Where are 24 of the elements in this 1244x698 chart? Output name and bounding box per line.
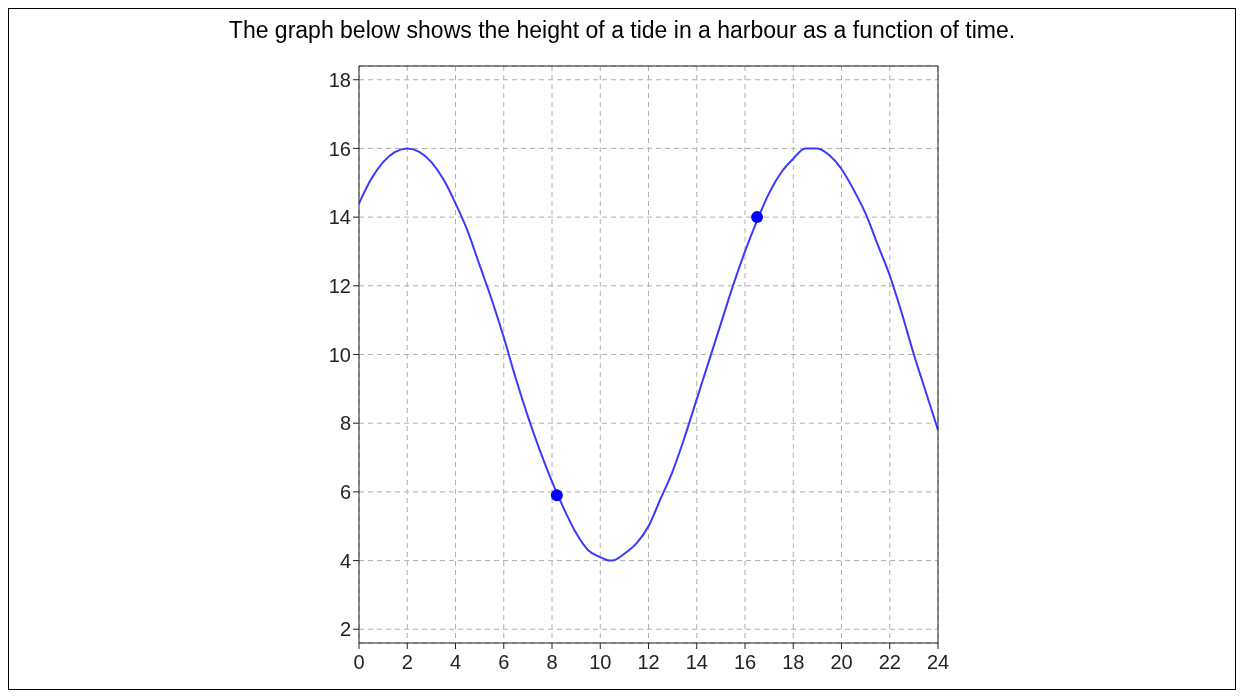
x-tick-label: 0 [353,651,365,674]
x-tick-label: 2 [401,651,413,674]
line-series [359,147,938,562]
y-tick-label: 10 [328,343,351,366]
x-tick-label: 4 [449,651,462,674]
x-tick-label: 10 [589,651,612,674]
x-tick-label: 6 [498,651,510,674]
y-tick-label: 8 [339,412,351,435]
x-tick-label: 8 [546,651,558,674]
y-tick-label: 14 [328,206,351,229]
x-tick-label: 18 [782,651,805,674]
y-tick-label: 12 [328,274,351,297]
x-tick-label: 16 [733,651,757,674]
chart-title: The graph below shows the height of a tide in a harbour as a function of time. [227,16,1017,45]
y-tick-label: 6 [339,480,351,503]
x-tick-label: 14 [685,651,708,674]
x-tick-label: 24 [926,651,950,674]
x-tick-label: 12 [637,651,660,674]
y-tick-label: 4 [339,549,351,572]
y-tick-label: 16 [328,137,351,160]
x-tick-label: 20 [830,651,853,674]
y-tick-label: 2 [339,618,351,641]
y-tick-label: 18 [328,68,351,91]
x-tick-label: 22 [878,651,901,674]
